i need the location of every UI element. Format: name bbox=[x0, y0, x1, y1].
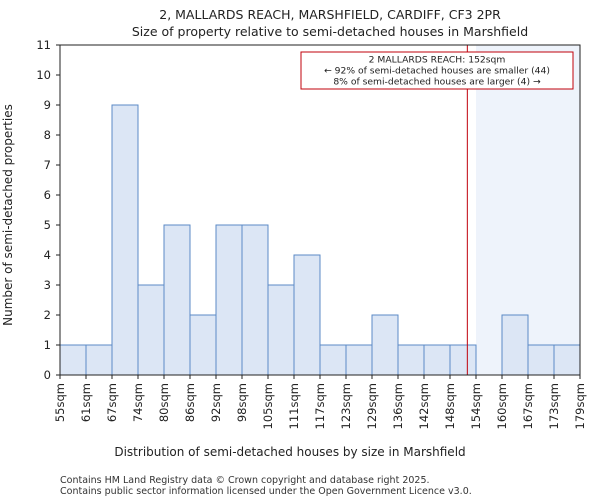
y-tick-label: 2 bbox=[44, 308, 51, 322]
x-tick-label: 167sqm bbox=[521, 383, 535, 429]
y-axis-label: Number of semi-detached properties bbox=[1, 104, 15, 326]
footer-line-1: Contains HM Land Registry data © Crown c… bbox=[60, 475, 430, 486]
x-axis-label: Distribution of semi-detached houses by … bbox=[114, 445, 465, 459]
bar-55sqm bbox=[59, 344, 87, 376]
x-tick-label: 67sqm bbox=[105, 383, 119, 422]
y-tick-label: 9 bbox=[44, 98, 51, 112]
bar-173sqm bbox=[553, 344, 581, 376]
bar-123sqm bbox=[345, 344, 373, 376]
chart-title: 2, MALLARDS REACH, MARSHFIELD, CARDIFF, … bbox=[159, 7, 501, 22]
x-tick-label: 80sqm bbox=[157, 383, 171, 422]
x-tick-label: 74sqm bbox=[131, 383, 145, 422]
annotation-box: 2 MALLARDS REACH: 152sqm ← 92% of semi-d… bbox=[300, 51, 574, 90]
bar-80sqm bbox=[163, 224, 191, 376]
x-tick-label: 160sqm bbox=[495, 383, 509, 429]
bar-105sqm bbox=[267, 284, 295, 376]
bar-142sqm bbox=[423, 344, 451, 376]
y-tick-label: 6 bbox=[44, 188, 51, 202]
x-tick-label: 136sqm bbox=[391, 383, 405, 429]
annotation-frame bbox=[300, 51, 574, 90]
y-tick-label: 10 bbox=[36, 68, 51, 82]
bar-92sqm bbox=[215, 224, 243, 376]
x-tick-label: 92sqm bbox=[209, 383, 223, 422]
x-tick-label: 173sqm bbox=[547, 383, 561, 429]
bar-111sqm bbox=[293, 254, 321, 376]
bar-74sqm bbox=[137, 284, 165, 376]
x-tick-label: 129sqm bbox=[365, 383, 379, 429]
bars-group bbox=[59, 104, 581, 376]
bar-117sqm bbox=[319, 344, 347, 376]
annotation-line-2: ← 92% of semi-detached houses are smalle… bbox=[324, 66, 550, 77]
bar-86sqm bbox=[189, 314, 217, 376]
bar-167sqm bbox=[527, 344, 555, 376]
x-tick-label: 98sqm bbox=[235, 383, 249, 422]
y-tick-label: 5 bbox=[44, 218, 51, 232]
x-tick-label: 148sqm bbox=[443, 383, 457, 429]
bar-67sqm bbox=[111, 104, 139, 376]
x-tick-label: 117sqm bbox=[313, 383, 327, 429]
footer-line-2: Contains public sector information licen… bbox=[60, 486, 472, 497]
y-tick-label: 7 bbox=[44, 158, 51, 172]
x-tick-label: 61sqm bbox=[79, 383, 93, 422]
x-tick-label: 179sqm bbox=[573, 383, 587, 429]
annotation-line-1: 2 MALLARDS REACH: 152sqm bbox=[369, 55, 506, 66]
y-tick-label: 0 bbox=[44, 368, 51, 382]
x-axis-ticks: 55sqm 61sqm 67sqm 74sqm 80sqm 86sqm 92sqm 98sqm… bbox=[53, 375, 587, 429]
bar-148sqm bbox=[449, 344, 477, 376]
x-tick-label: 142sqm bbox=[417, 383, 431, 429]
x-tick-label: 55sqm bbox=[53, 383, 67, 422]
bar-98sqm bbox=[241, 224, 269, 376]
bar-136sqm bbox=[397, 344, 425, 376]
y-tick-label: 11 bbox=[36, 38, 51, 52]
x-tick-label: 105sqm bbox=[261, 383, 275, 429]
bar-160sqm bbox=[501, 314, 529, 376]
y-tick-label: 8 bbox=[44, 128, 51, 142]
y-tick-label: 4 bbox=[44, 248, 51, 262]
x-tick-label: 111sqm bbox=[287, 383, 301, 429]
bar-129sqm bbox=[371, 314, 399, 376]
bar-61sqm bbox=[85, 344, 113, 376]
x-tick-label: 123sqm bbox=[339, 383, 353, 429]
y-axis-ticks: 0 1 2 3 4 5 6 7 8 9 10 11 bbox=[36, 38, 60, 382]
x-tick-label: 86sqm bbox=[183, 383, 197, 422]
y-tick-label: 1 bbox=[44, 338, 51, 352]
annotation-line-3: 8% of semi-detached houses are larger (4… bbox=[333, 77, 541, 88]
chart-subtitle: Size of property relative to semi-detach… bbox=[132, 24, 528, 39]
x-tick-label: 154sqm bbox=[469, 383, 483, 429]
y-tick-label: 3 bbox=[44, 278, 51, 292]
